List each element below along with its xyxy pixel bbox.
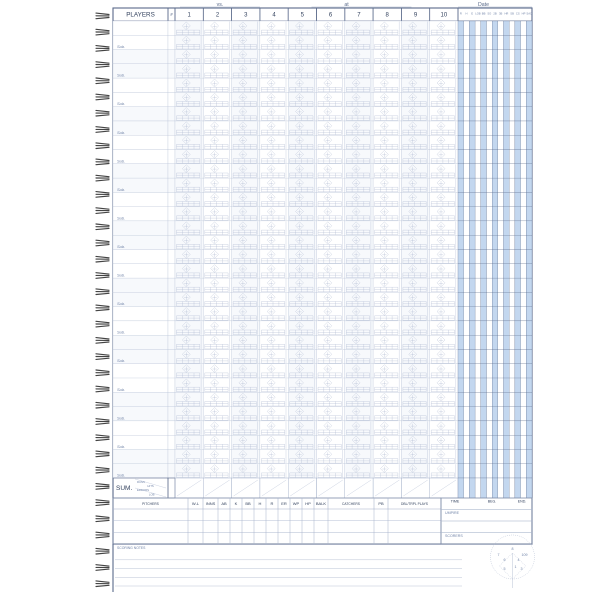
svg-text:Sub.: Sub. — [117, 444, 125, 449]
svg-text:K: K — [235, 501, 238, 506]
svg-text:BB: BB — [482, 12, 486, 16]
svg-text:1: 1 — [515, 565, 517, 569]
svg-text:4: 4 — [518, 558, 520, 562]
svg-text:R: R — [271, 501, 274, 506]
svg-text:ER: ER — [281, 501, 287, 506]
svg-text:Sub.: Sub. — [117, 73, 125, 78]
svg-text:TIME: TIME — [451, 500, 460, 504]
svg-text:7: 7 — [498, 553, 500, 557]
svg-text:W-L: W-L — [192, 501, 200, 506]
svg-text:E: E — [471, 12, 473, 16]
svg-text:2B: 2B — [493, 12, 496, 16]
svg-text:6: 6 — [504, 558, 506, 562]
svg-text:BB: BB — [245, 501, 251, 506]
svg-text:BALK: BALK — [316, 501, 327, 506]
svg-text:Sub.: Sub. — [117, 273, 125, 278]
svg-text:PB: PB — [378, 501, 384, 506]
svg-text:HP: HP — [522, 12, 526, 16]
svg-text:Sub.: Sub. — [117, 44, 125, 49]
svg-text:Sub.: Sub. — [117, 301, 125, 306]
svg-text:PITCHERS: PITCHERS — [142, 502, 159, 506]
svg-text:Sub.: Sub. — [117, 158, 125, 163]
svg-text:ERRORS: ERRORS — [137, 488, 149, 492]
svg-text:Sub.: Sub. — [117, 358, 125, 363]
svg-text:9: 9 — [526, 553, 528, 557]
svg-text:BEG.: BEG. — [488, 500, 497, 504]
svg-text:8: 8 — [512, 547, 514, 551]
svg-text:INNS: INNS — [206, 501, 216, 506]
svg-text:CS: CS — [516, 12, 520, 16]
svg-text:AB: AB — [221, 501, 227, 506]
svg-text:H: H — [466, 12, 468, 16]
svg-text:H: H — [259, 501, 262, 506]
svg-text:Sub.: Sub. — [117, 215, 125, 220]
svg-text:Sub.: Sub. — [117, 130, 125, 135]
svg-text:RUNS: RUNS — [137, 480, 145, 484]
svg-text:LOB: LOB — [149, 493, 155, 497]
svg-text:HR: HR — [504, 12, 508, 16]
svg-text:SUM.: SUM. — [116, 485, 132, 492]
svg-text:R: R — [460, 12, 462, 16]
svg-text:UMPIRE: UMPIRE — [445, 511, 460, 515]
svg-text:Sub.: Sub. — [117, 187, 125, 192]
svg-text:SCORING NOTES: SCORING NOTES — [117, 546, 146, 550]
svg-text:Sub.: Sub. — [117, 473, 125, 478]
svg-text:DBL/TRPL PLAYS: DBL/TRPL PLAYS — [401, 502, 429, 506]
svg-text:Sub.: Sub. — [117, 415, 125, 420]
svg-text:10: 10 — [441, 13, 448, 19]
svg-text:10: 10 — [522, 553, 526, 557]
svg-text:HP: HP — [305, 501, 311, 506]
svg-text:Sub.: Sub. — [117, 101, 125, 106]
svg-text:PLAYERS: PLAYERS — [126, 12, 155, 19]
svg-text:WP: WP — [293, 501, 300, 506]
svg-text:LOB: LOB — [475, 12, 481, 16]
svg-text:3: 3 — [521, 567, 523, 571]
svg-text:Sub.: Sub. — [117, 330, 125, 335]
svg-text:SCORERS: SCORERS — [445, 534, 463, 538]
svg-text:SB: SB — [510, 12, 514, 16]
svg-text:CATCHERS: CATCHERS — [342, 502, 361, 506]
svg-text:SO: SO — [487, 12, 491, 16]
svg-text:SAC: SAC — [526, 12, 532, 16]
svg-text:3B: 3B — [499, 12, 502, 16]
svg-text:END.: END. — [518, 500, 527, 504]
svg-text:Sub.: Sub. — [117, 387, 125, 392]
svg-text:Sub.: Sub. — [117, 244, 125, 249]
svg-text:5: 5 — [504, 567, 506, 571]
